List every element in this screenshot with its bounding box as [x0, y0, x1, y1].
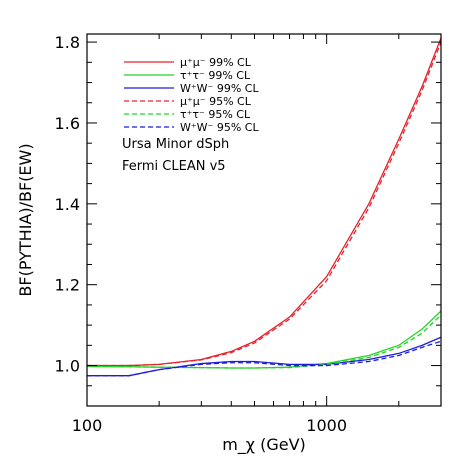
- x-tick-label: 100: [72, 416, 103, 435]
- series-line-4: [87, 41, 442, 367]
- x-axis-label: m_χ (GeV): [222, 435, 306, 455]
- y-tick-label: 1.8: [55, 33, 80, 52]
- series-line-6: [87, 340, 442, 377]
- series-layer: [86, 37, 442, 377]
- annotation-text-2: Fermi CLEAN v5: [122, 159, 226, 174]
- y-axis-label: BF(PYTHIA)/BF(EW): [16, 143, 35, 296]
- legend: μ⁺μ⁻ 99% CLτ⁺τ⁻ 99% CLW⁺W⁻ 99% CLμ⁺μ⁻ 95…: [124, 56, 259, 134]
- annotations: Ursa Minor dSph Fermi CLEAN v5: [122, 137, 229, 174]
- series-line-5: [86, 314, 442, 369]
- x-tick-label: 1000: [306, 416, 347, 435]
- annotation-text-1: Ursa Minor dSph: [122, 137, 229, 152]
- y-tick-label: 1.2: [55, 276, 80, 295]
- legend-label-3: W⁺W⁻ 99% CL: [180, 82, 259, 95]
- plot-frame: [86, 33, 442, 407]
- axes-layer: 100 1000 1.0 1.2 1.4 1.6 1.8: [55, 33, 442, 435]
- axis-labels: m_χ (GeV) BF(PYTHIA)/BF(EW): [16, 143, 306, 455]
- legend-label-1: μ⁺μ⁻ 99% CL: [180, 56, 252, 69]
- legend-label-5: τ⁺τ⁻ 95% CL: [180, 108, 251, 121]
- y-tick-label: 1.4: [55, 195, 80, 214]
- legend-label-2: τ⁺τ⁻ 99% CL: [180, 69, 251, 82]
- legend-label-6: W⁺W⁻ 95% CL: [180, 121, 259, 134]
- legend-label-4: μ⁺μ⁻ 95% CL: [180, 95, 252, 108]
- y-tick-label: 1.6: [55, 114, 80, 133]
- y-tick-label: 1.0: [55, 357, 80, 376]
